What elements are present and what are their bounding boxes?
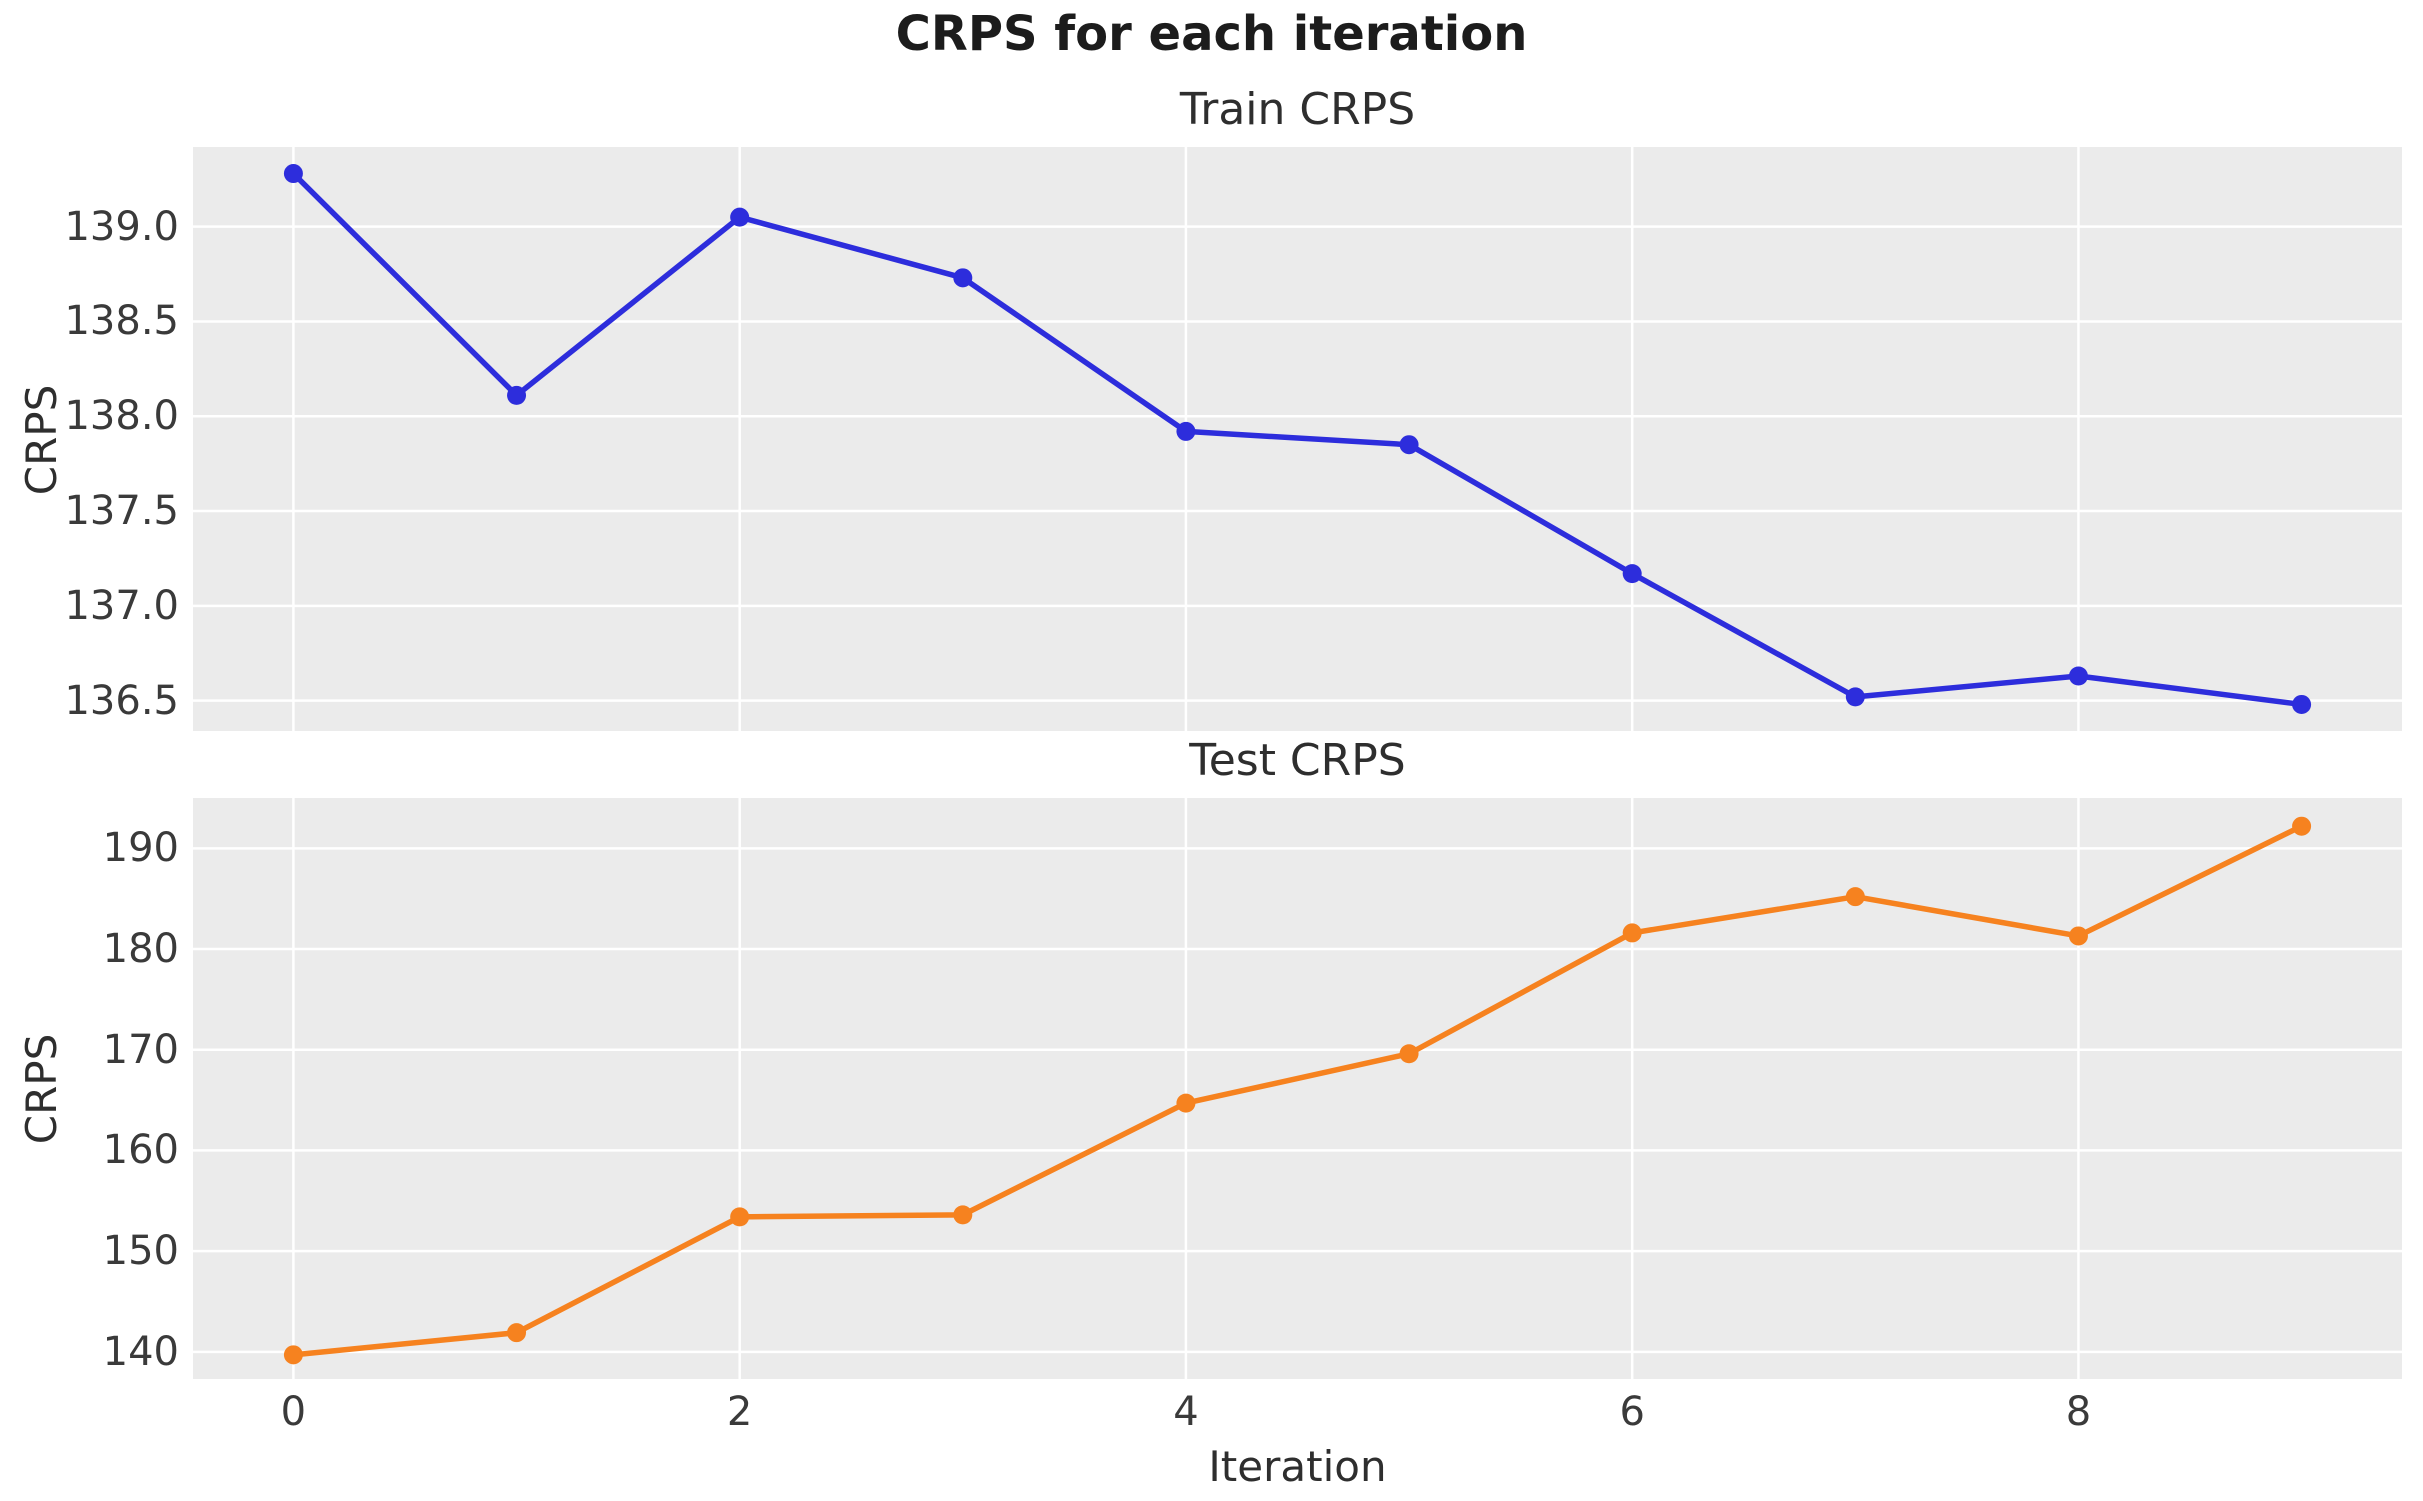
train-crps-marker bbox=[1622, 564, 1642, 584]
train-crps-marker bbox=[1399, 435, 1419, 455]
train-crps-marker bbox=[730, 207, 750, 227]
test-crps-y-tick-label: 190 bbox=[102, 825, 179, 872]
test-crps-marker bbox=[283, 1345, 303, 1365]
test-crps-y-tick-label: 150 bbox=[102, 1228, 179, 1275]
train-plot-area bbox=[193, 147, 2402, 731]
test-crps-marker bbox=[2068, 926, 2088, 946]
test-crps-x-tick-label: 4 bbox=[1173, 1389, 1199, 1435]
test-crps-marker bbox=[730, 1207, 750, 1227]
test-crps-marker bbox=[2292, 816, 2312, 836]
test-crps-y-tick-label: 180 bbox=[102, 926, 179, 973]
test-crps-x-tick-label: 2 bbox=[726, 1389, 753, 1435]
test-crps-y-tick-label: 170 bbox=[102, 1026, 179, 1073]
train-crps-canvas bbox=[193, 147, 2402, 731]
test-crps-marker bbox=[1845, 887, 1865, 907]
train-crps-y-tick-label: 138.5 bbox=[64, 298, 179, 345]
train-crps-y-tick-label: 137.5 bbox=[64, 488, 179, 535]
figure-title: CRPS for each iteration bbox=[895, 6, 1528, 62]
train-subplot-title: Train CRPS bbox=[1179, 84, 1416, 135]
test-crps-marker bbox=[507, 1323, 527, 1343]
x-axis-label: Iteration bbox=[1208, 1442, 1387, 1491]
test-subplot-title: Test CRPS bbox=[1189, 735, 1406, 786]
train-crps-marker bbox=[507, 385, 527, 405]
test-crps-marker bbox=[1399, 1044, 1419, 1064]
test-plot-area bbox=[193, 798, 2402, 1379]
test-crps-marker bbox=[1176, 1093, 1196, 1113]
test-crps-y-tick-label: 140 bbox=[102, 1328, 179, 1375]
train-crps-marker bbox=[1845, 687, 1865, 707]
test-crps-x-tick-label: 0 bbox=[280, 1389, 307, 1435]
test-crps-canvas bbox=[193, 798, 2402, 1379]
train-crps-line bbox=[290, 170, 2305, 708]
train-crps-y-tick-label: 139.0 bbox=[64, 203, 179, 250]
test-crps-marker bbox=[953, 1205, 973, 1225]
train-crps-marker bbox=[953, 268, 973, 288]
test-crps-marker bbox=[1622, 923, 1642, 943]
train-crps-marker bbox=[2068, 666, 2088, 686]
test-crps-y-tick-label: 160 bbox=[102, 1127, 179, 1174]
train-crps-marker bbox=[1176, 421, 1196, 441]
train-crps-marker bbox=[283, 164, 303, 184]
test-crps-x-tick-label: 8 bbox=[2065, 1389, 2092, 1435]
train-crps-y-tick-label: 137.0 bbox=[64, 582, 179, 629]
test-crps-line bbox=[290, 823, 2305, 1358]
train-crps-y-tick-label: 136.5 bbox=[64, 677, 179, 724]
test-crps-x-tick-label: 6 bbox=[1619, 1389, 1645, 1435]
train-crps-marker bbox=[2292, 694, 2312, 714]
train-crps-y-tick-label: 138.0 bbox=[64, 393, 179, 440]
